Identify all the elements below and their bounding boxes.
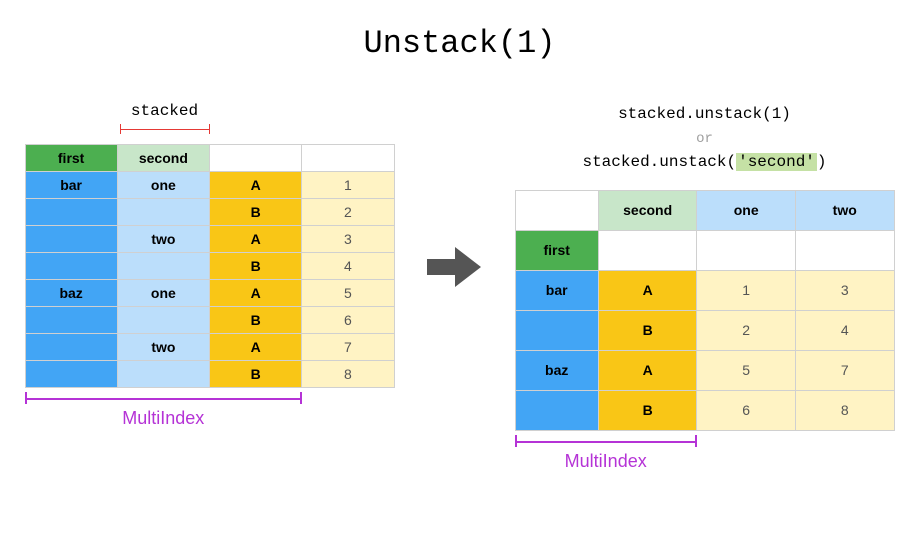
left-table: firstsecondbaroneA1B2twoA3B4bazoneA5B6tw… — [25, 144, 395, 388]
table-cell: 8 — [302, 361, 394, 388]
code-line-2: stacked.unstack('second') — [515, 150, 895, 176]
table-cell: first — [25, 145, 117, 172]
table-cell: B — [210, 307, 302, 334]
table-cell — [117, 307, 209, 334]
table-cell: A — [210, 334, 302, 361]
table-cell: 5 — [697, 350, 796, 390]
page-title: Unstack(1) — [20, 25, 899, 62]
multiindex-label-right: MultiIndex — [515, 451, 697, 472]
table-cell: one — [117, 280, 209, 307]
right-table: secondonetwo firstbarA13 B24 bazA57 B68 — [515, 190, 895, 431]
table-cell: B — [210, 253, 302, 280]
arrow-right-icon — [425, 242, 485, 292]
red-bracket — [120, 124, 210, 136]
diagram-container: stacked firstsecondbaroneA1B2twoA3B4bazo… — [20, 102, 899, 472]
table-cell: 3 — [302, 226, 394, 253]
table-cell: 3 — [795, 270, 894, 310]
table-cell: 8 — [795, 390, 894, 430]
table-cell: A — [210, 280, 302, 307]
table-cell: A — [210, 226, 302, 253]
table-cell: 5 — [302, 280, 394, 307]
multiindex-bracket-left — [25, 392, 303, 406]
table-cell: second — [598, 190, 697, 230]
table-cell: A — [598, 350, 697, 390]
table-cell — [117, 361, 209, 388]
table-cell — [25, 226, 117, 253]
table-cell: second — [117, 145, 209, 172]
table-cell: baz — [515, 350, 598, 390]
table-cell: A — [598, 270, 697, 310]
table-cell — [515, 390, 598, 430]
code-or: or — [515, 128, 895, 150]
table-cell — [25, 253, 117, 280]
table-cell: 1 — [302, 172, 394, 199]
left-panel: stacked firstsecondbaroneA1B2twoA3B4bazo… — [25, 102, 395, 429]
table-cell — [515, 190, 598, 230]
table-cell: B — [210, 361, 302, 388]
table-cell: B — [210, 199, 302, 226]
table-cell — [25, 361, 117, 388]
table-cell: 6 — [697, 390, 796, 430]
arrow-panel — [425, 102, 485, 297]
stacked-label: stacked — [120, 102, 210, 120]
table-cell: 4 — [795, 310, 894, 350]
table-cell: bar — [515, 270, 598, 310]
table-cell: two — [117, 334, 209, 361]
table-cell: 1 — [697, 270, 796, 310]
table-cell — [25, 199, 117, 226]
multiindex-bracket-right — [515, 435, 697, 449]
table-cell: 2 — [302, 199, 394, 226]
table-cell: 7 — [795, 350, 894, 390]
table-cell — [25, 334, 117, 361]
code-line-1: stacked.unstack(1) — [515, 102, 895, 128]
table-cell: 6 — [302, 307, 394, 334]
table-cell: B — [598, 310, 697, 350]
table-cell: bar — [25, 172, 117, 199]
multiindex-label-left: MultiIndex — [25, 408, 303, 429]
table-cell: two — [117, 226, 209, 253]
table-cell — [302, 145, 394, 172]
table-cell — [697, 230, 796, 270]
table-cell — [117, 199, 209, 226]
table-cell — [598, 230, 697, 270]
table-cell: first — [515, 230, 598, 270]
table-cell: one — [697, 190, 796, 230]
table-cell: one — [117, 172, 209, 199]
code-labels: stacked.unstack(1) or stacked.unstack('s… — [515, 102, 895, 176]
table-cell — [795, 230, 894, 270]
table-cell: baz — [25, 280, 117, 307]
table-cell — [25, 307, 117, 334]
table-cell: 7 — [302, 334, 394, 361]
table-cell: two — [795, 190, 894, 230]
table-cell — [117, 253, 209, 280]
table-cell: 4 — [302, 253, 394, 280]
table-cell — [210, 145, 302, 172]
table-cell: 2 — [697, 310, 796, 350]
table-cell: A — [210, 172, 302, 199]
table-cell: B — [598, 390, 697, 430]
right-panel: stacked.unstack(1) or stacked.unstack('s… — [515, 102, 895, 472]
table-cell — [515, 310, 598, 350]
